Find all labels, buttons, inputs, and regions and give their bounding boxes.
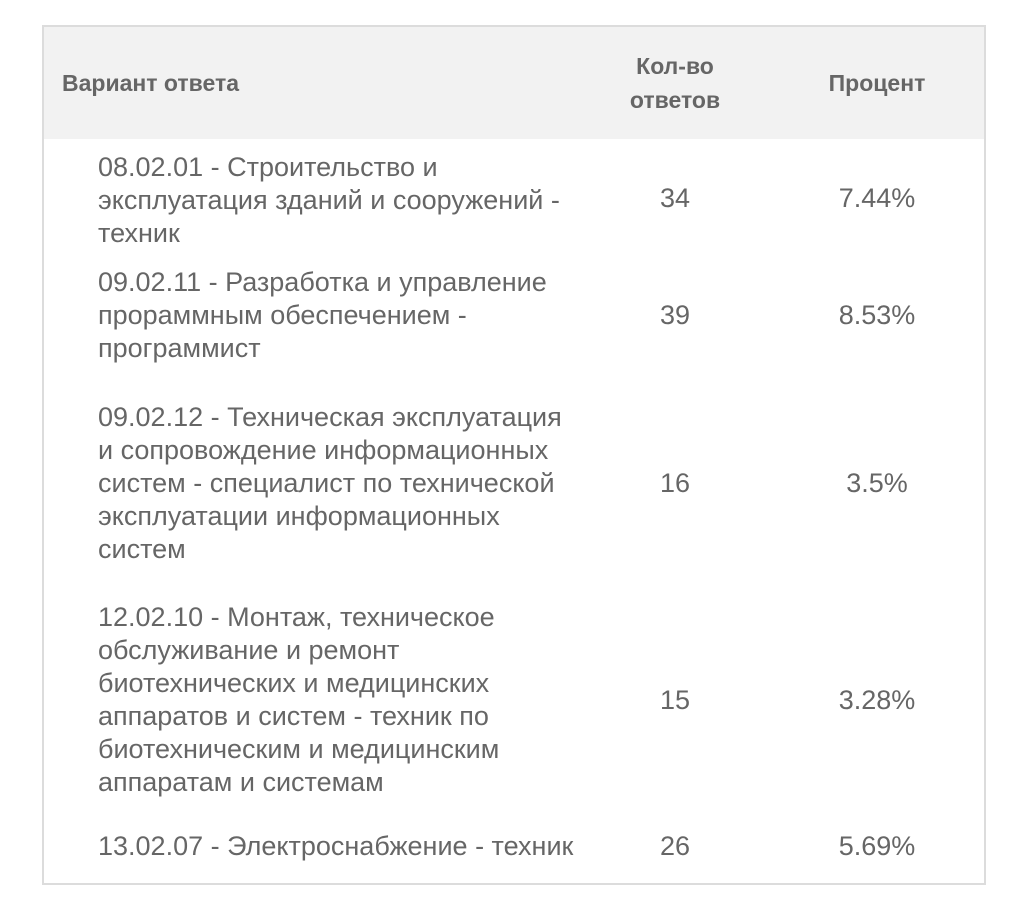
- column-header-count: Кол-во ответов: [580, 27, 770, 139]
- count-cell: 34: [659, 182, 691, 213]
- percent-cell: 5.69%: [838, 831, 916, 861]
- percent-cell: 7.44%: [838, 182, 916, 213]
- results-table: Вариант ответа Кол-во ответов Процент 08…: [44, 27, 984, 885]
- answer-cell: 12.02.10 - Монтаж, техническое обслужива…: [98, 602, 500, 797]
- percent-cell: 3.28%: [838, 684, 916, 715]
- results-table-container: Вариант ответа Кол-во ответов Процент 08…: [42, 25, 986, 885]
- answer-cell: 13.02.07 - Электроснабжение - техник: [98, 831, 574, 861]
- table-row: 09.02.12 - Техническая эксплуатация и со…: [44, 374, 984, 592]
- column-header-count-label: Кол-во ответов: [629, 53, 721, 113]
- answer-cell: 09.02.11 - Разработка и управление прора…: [98, 267, 547, 363]
- table-body: 08.02.01 - Строительство и эксплуатация …: [44, 139, 984, 885]
- column-header-percent: Процент: [828, 70, 926, 96]
- percent-cell: 8.53%: [838, 300, 916, 330]
- table-row: 13.02.07 - Электроснабжение - техник 26 …: [44, 808, 984, 885]
- table-row: 12.02.10 - Монтаж, техническое обслужива…: [44, 592, 984, 808]
- count-cell: 39: [659, 300, 691, 330]
- count-cell: 26: [659, 831, 691, 861]
- answer-cell: 08.02.01 - Строительство и эксплуатация …: [98, 151, 560, 248]
- percent-cell: 3.5%: [846, 467, 908, 498]
- table-row: 09.02.11 - Разработка и управление прора…: [44, 257, 984, 374]
- answer-cell: 09.02.12 - Техническая эксплуатация и со…: [98, 401, 562, 564]
- header-row: Вариант ответа Кол-во ответов Процент: [44, 27, 984, 139]
- column-header-answer: Вариант ответа: [62, 70, 240, 96]
- table-row: 08.02.01 - Строительство и эксплуатация …: [44, 139, 984, 257]
- count-cell: 15: [659, 684, 691, 715]
- count-cell: 16: [659, 467, 691, 498]
- table-header: Вариант ответа Кол-во ответов Процент: [44, 27, 984, 139]
